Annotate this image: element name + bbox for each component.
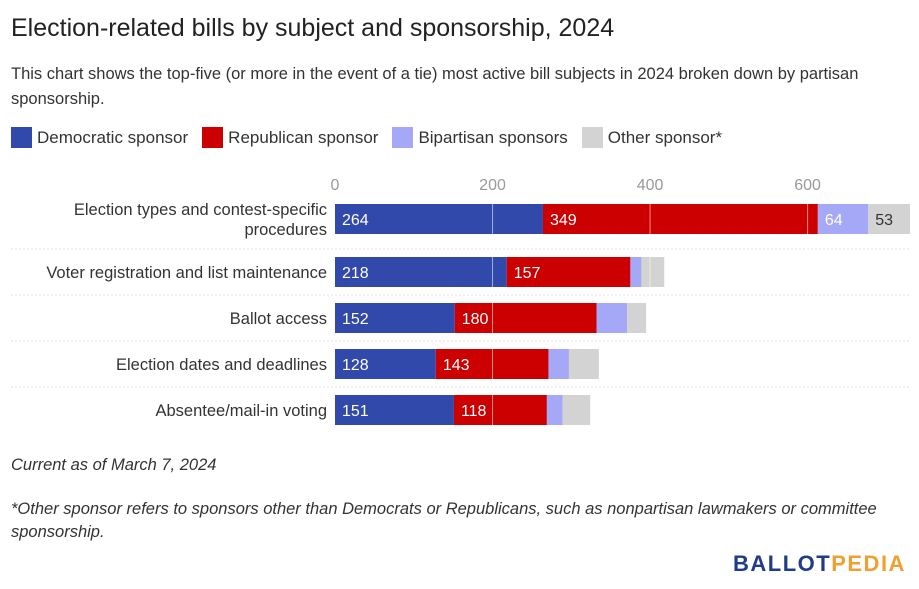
data-label: 218: [342, 265, 369, 282]
data-label: 143: [443, 357, 470, 374]
x-tick-label: 200: [479, 177, 506, 194]
category-label: Ballot access: [230, 310, 327, 328]
bar-segment: [630, 257, 642, 287]
bar-segment: [335, 349, 436, 379]
bar-segment: [454, 303, 597, 333]
stacked-bar-chart: 0 200 400 600 264 349 64 53 218 157 152 180 128 143 15…: [11, 177, 910, 432]
category-label: Election dates and deadlines: [116, 356, 327, 374]
chart-subtitle: This chart shows the top-five (or more i…: [11, 65, 859, 108]
bar-segment: [506, 257, 631, 287]
bar-segment: [335, 204, 543, 234]
bar-segment: [641, 257, 665, 287]
data-label: 53: [875, 212, 893, 229]
bar-segment: [568, 349, 599, 379]
legend-label-other: Other sponsor*: [607, 127, 723, 147]
legend-swatch-other: [581, 127, 603, 148]
footnote: *Other sponsor refers to sponsors other …: [11, 500, 877, 541]
bar-segment: [868, 204, 910, 234]
bar-segment: [542, 204, 818, 234]
legend-swatch-republican: [202, 127, 224, 148]
data-label: 180: [462, 311, 489, 328]
bar-segment: [562, 395, 591, 425]
bar-segment: [335, 395, 454, 425]
legend-item-republican[interactable]: Republican sponsor: [202, 127, 378, 148]
x-tick-label: 400: [637, 177, 664, 194]
data-label: 151: [342, 403, 369, 420]
x-tick-label: 0: [331, 177, 340, 194]
data-label: 157: [514, 265, 541, 282]
data-label: 64: [825, 212, 843, 229]
category-label: Election types and contest-specific proce…: [74, 201, 327, 239]
legend-swatch-bipartisan: [392, 127, 414, 148]
x-tick-label: 600: [794, 177, 821, 194]
chart-title: Election-related bills by subject and sp…: [11, 14, 615, 42]
category-label: Absentee/mail-in voting: [155, 402, 327, 420]
data-label: 264: [342, 212, 369, 229]
data-label: 152: [342, 311, 369, 328]
bar-segment: [548, 349, 569, 379]
category-label: Voter registration and list maintenance: [46, 264, 327, 282]
data-label: 349: [550, 212, 577, 229]
legend-label-republican: Republican sponsor: [228, 127, 379, 147]
ballotpedia-logo: BALLOTPEDIA: [733, 551, 906, 577]
bar-segment: [596, 303, 628, 333]
bar-segment: [453, 395, 547, 425]
legend-label-democratic: Democratic sponsor: [37, 127, 189, 147]
data-label: 118: [461, 403, 487, 420]
data-label: 128: [342, 357, 369, 374]
current-as-of-note: Current as of March 7, 2024: [11, 456, 217, 474]
logo-part-pedia: PEDIA: [831, 551, 906, 576]
bar-segment: [817, 204, 869, 234]
legend-swatch-democratic: [11, 127, 32, 148]
legend-label-bipartisan: Bipartisan sponsors: [418, 127, 568, 147]
bar-segment: [335, 257, 507, 287]
legend-item-bipartisan[interactable]: Bipartisan sponsors: [392, 127, 568, 148]
bar-segment: [627, 303, 647, 333]
legend-item-other[interactable]: Other sponsor*: [581, 127, 723, 148]
bar-segment: [335, 303, 455, 333]
legend-item-democratic[interactable]: Democratic sponsor: [11, 127, 188, 148]
logo-part-ballot: BALLOT: [733, 551, 832, 576]
legend: Democratic sponsor Republican sponsor Bi…: [11, 127, 736, 148]
bar-segment: [546, 395, 563, 425]
